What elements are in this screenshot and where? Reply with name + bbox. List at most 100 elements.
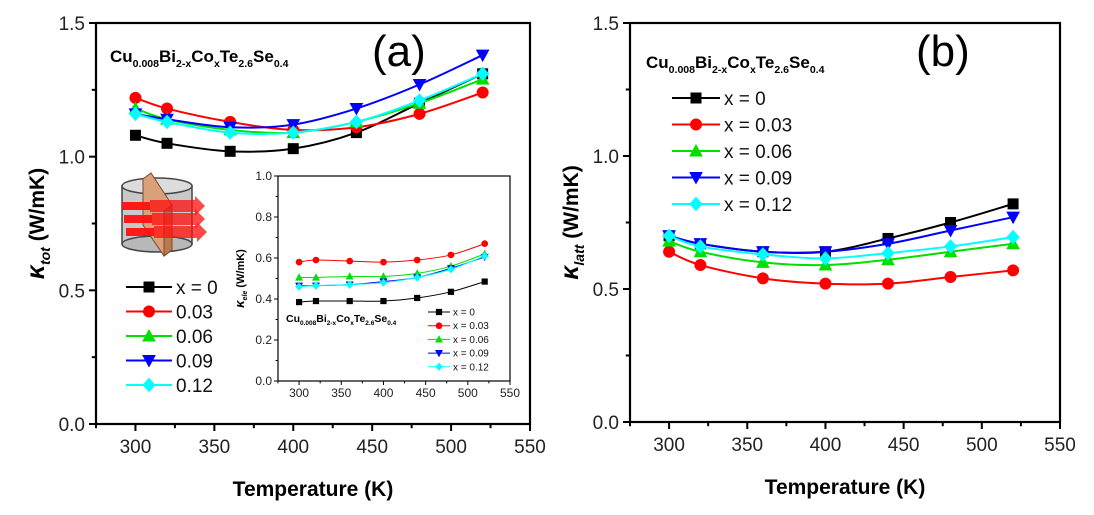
x-tick-label: 450 [356,437,388,458]
data-point [346,257,354,265]
y-axis-title: κtot (W/mK) [22,168,53,279]
data-point [819,277,832,290]
legend-item: x = 0.03 [428,321,489,332]
x-tick-label: 350 [731,435,763,456]
x-tick-label: 350 [331,386,351,400]
data-point [349,103,364,116]
x-tick-label: 300 [289,386,309,400]
legend-item: x = 0.06 [672,142,792,163]
panel-label: (b) [916,27,970,76]
legend-item: x = 0 [672,89,766,110]
data-point [882,277,894,290]
data-point [818,251,833,266]
data-point [480,251,489,261]
legend-label: x = 0.03 [724,116,792,137]
formula-subscript: 0.4 [387,320,396,327]
series-line [135,72,484,135]
data-point [1006,229,1020,245]
legend-item: x = 0.06 [428,335,489,346]
legend-item: 0.03 [126,303,213,324]
data-point [1007,264,1020,277]
formula-element: Bi [316,313,327,325]
legend-marker [435,350,443,358]
legend-marker [435,362,443,371]
data-point [1007,198,1019,210]
legend-item: x = 0.12 [672,195,792,216]
data-point [312,281,320,290]
legend-item: 0.12 [126,376,213,397]
panel-b-formula: Cu0.008Bi2-xCoxTe2.6Se0.4 [646,53,825,76]
series-x0.03 [295,240,489,266]
x-tick-label: 450 [416,386,436,400]
y-tick-label: 0.2 [255,333,272,347]
formula-element: Cu [110,47,133,66]
y-tick-label: 0.4 [255,292,272,306]
legend-marker [435,308,443,316]
data-point [312,273,320,281]
x-tick-label: 500 [458,386,478,400]
y-axis-title-symbol: κ [556,264,584,280]
formula-element: Co [191,47,214,66]
data-point [1006,211,1020,225]
series-x0.06 [662,234,1020,271]
legend-label: x = 0.12 [724,195,792,216]
formula-element: Co [336,313,350,325]
legend-label: 0.03 [176,303,213,324]
x-axis-title: Temperature (K) [233,478,394,501]
data-point [447,251,455,259]
formula-element: Bi [695,53,712,72]
y-tick-label: 1.0 [59,148,85,169]
y-axis-title-sub: tot [37,246,53,265]
x-tick-label: 500 [966,435,998,456]
legend-label: x = 0.09 [453,349,489,360]
data-point [129,129,141,141]
legend-label: x = 0.09 [724,169,792,190]
series-0.12 [128,66,490,140]
formula-element: Te [354,313,366,325]
formula-element: Se [253,47,274,66]
legend-item: x = 0.03 [672,116,792,137]
data-point [694,259,707,272]
legend-marker [143,281,155,293]
data-point [447,288,455,295]
data-point [663,245,676,258]
formula-element: Bi [159,47,176,66]
y-axis-title-sub: ele [242,291,249,301]
legend-item: 0.06 [126,327,213,348]
y-tick-label: 1.0 [593,147,619,168]
data-point [312,297,320,305]
legend-item: x = 0 [428,308,475,319]
y-tick-label: 0.0 [255,374,272,388]
data-point [380,297,387,305]
data-point [944,271,957,284]
data-point [295,273,304,281]
legend-label: x = 0.12 [453,362,489,373]
formula-element: Cu [646,53,669,72]
legend-item: x = 0.09 [428,349,489,360]
legend-label: x = 0.06 [453,335,489,346]
data-point [286,125,300,140]
data-point [346,297,353,305]
data-point [475,49,490,63]
formula-subscript: x [750,64,756,76]
data-point [224,145,236,157]
x-tick-label: 500 [435,437,467,458]
data-point [881,238,895,251]
data-point [413,107,426,120]
legend-label: 0.12 [176,376,213,397]
inset-chart: 300 350 400 450 500 550 0.0 0.2 0.4 0.6 0.8 1.0 κele… [232,169,520,400]
data-point [295,258,303,266]
data-point [475,66,490,82]
legend-marker [689,172,703,185]
legend-item: x = 0 [126,278,218,299]
data-point [412,93,427,108]
legend-label: x = 0 [453,308,475,319]
panel-b-chart: 300 350 400 450 500 550 0.0 0.5 1.0 1.5 Temperatur… [556,14,1076,499]
y-tick-label: 0.5 [593,280,619,301]
y-tick-label: 0.0 [59,415,85,436]
data-point [414,294,421,302]
formula-element: Te [756,53,775,72]
data-point [345,280,354,289]
formula-element: Co [727,53,750,72]
panel-a-formula: Cu0.008Bi2-xCoxTe2.6Se0.4 [110,47,289,70]
